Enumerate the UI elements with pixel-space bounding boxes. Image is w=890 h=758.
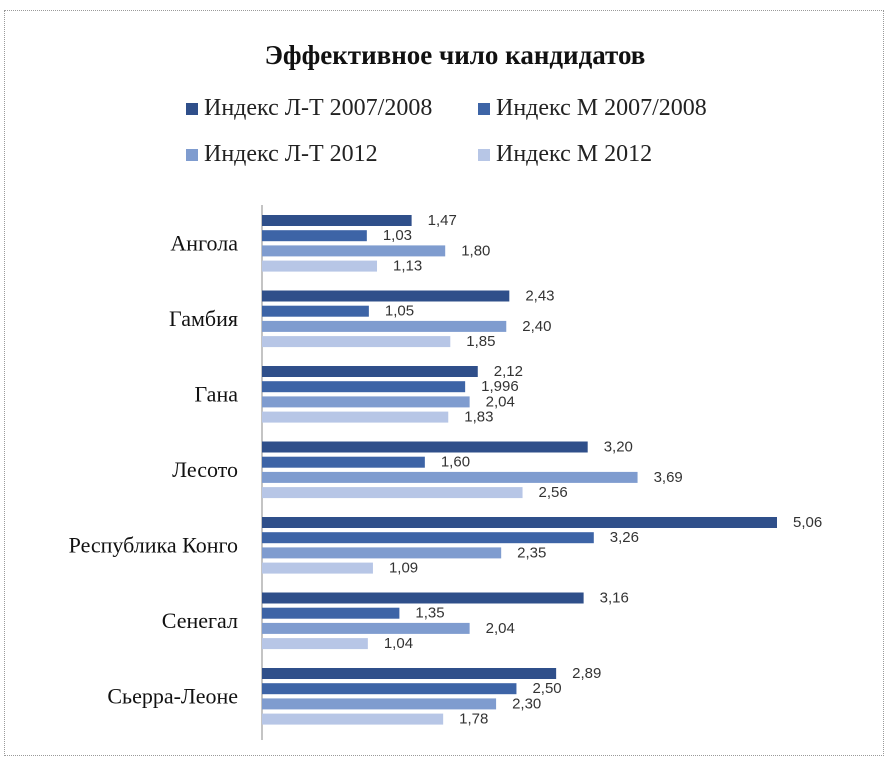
data-label: 3,20 <box>604 439 633 456</box>
data-label: 2,40 <box>522 318 551 335</box>
legend-item: Индекс М 2007/2008 <box>478 95 707 121</box>
bar <box>262 487 523 499</box>
data-label: 1,09 <box>389 560 418 577</box>
data-label: 3,26 <box>610 529 639 546</box>
data-label: 3,69 <box>654 469 683 486</box>
bar <box>262 381 466 393</box>
chart-frame <box>4 10 884 756</box>
data-label: 1,78 <box>459 711 488 728</box>
category-label: Республика Конго <box>69 532 238 557</box>
data-label: 1,85 <box>466 333 495 350</box>
category-label: Сьерра-Леоне <box>107 683 238 708</box>
legend-item: Индекс М 2012 <box>478 141 652 167</box>
legend-label: Индекс Л-Т 2007/2008 <box>204 95 432 121</box>
bar <box>262 305 369 317</box>
data-label: 2,30 <box>512 695 541 712</box>
category-label: Гана <box>195 381 239 406</box>
bar <box>262 622 470 634</box>
bar <box>262 215 412 226</box>
bar <box>262 260 378 272</box>
data-label: 5,06 <box>793 514 822 531</box>
data-label: 1,83 <box>464 409 493 426</box>
bar <box>262 683 517 695</box>
chart-title: Эффективное чило кандидатов <box>265 40 646 70</box>
bar <box>262 562 373 574</box>
bar <box>262 366 478 377</box>
data-label: 1,60 <box>441 454 470 471</box>
legend-item: Индекс Л-Т 2007/2008 <box>186 95 432 121</box>
category-label: Лесото <box>172 457 238 482</box>
bar <box>262 592 584 604</box>
data-label: 2,89 <box>572 665 601 682</box>
bar <box>262 517 777 528</box>
data-label: 1,04 <box>384 635 413 652</box>
bar <box>262 290 510 302</box>
category-label: Гамбия <box>169 306 238 331</box>
bar <box>262 547 502 559</box>
legend-item: Индекс Л-Т 2012 <box>186 141 378 167</box>
bar <box>262 336 451 348</box>
bar <box>262 638 368 650</box>
data-label: 2,50 <box>532 680 561 697</box>
legend-label: Индекс М 2012 <box>496 141 652 167</box>
legend: Индекс Л-Т 2007/2008 Индекс М 2007/2008 Ин… <box>186 95 707 167</box>
bar <box>262 532 594 544</box>
data-label: 2,12 <box>494 363 523 380</box>
legend-label: Индекс М 2007/2008 <box>496 95 707 121</box>
legend-swatch <box>186 149 198 161</box>
data-label: 2,43 <box>525 288 554 305</box>
bar <box>262 713 444 725</box>
bar <box>262 230 367 242</box>
data-label: 1,80 <box>461 242 490 259</box>
data-label: 2,56 <box>539 484 568 501</box>
data-label: 3,16 <box>600 590 629 607</box>
bar <box>262 411 449 423</box>
data-label: 1,13 <box>393 258 422 275</box>
category-label: Сенегал <box>162 608 238 633</box>
category-label: Ангола <box>170 230 238 255</box>
bar <box>262 396 470 408</box>
data-label: 2,04 <box>486 393 515 410</box>
plot-area: Ангола 1,47 1,03 1,80 1,13 Гамбия 2,43 1,05 2,40… <box>69 205 822 740</box>
bar <box>262 245 446 257</box>
data-label: 1,05 <box>385 303 414 320</box>
bar <box>262 456 425 468</box>
legend-swatch <box>478 149 490 161</box>
data-label: 1,35 <box>415 605 444 622</box>
data-label: 1,47 <box>428 212 457 229</box>
bar <box>262 698 497 710</box>
bar <box>262 607 400 619</box>
data-label: 2,04 <box>486 620 515 637</box>
legend-label: Индекс Л-Т 2012 <box>204 141 378 167</box>
data-label: 2,35 <box>517 544 546 561</box>
bar <box>262 320 507 332</box>
legend-swatch <box>478 103 490 115</box>
bar <box>262 471 638 483</box>
data-label: 1,996 <box>481 378 519 395</box>
legend-swatch <box>186 103 198 115</box>
bar <box>262 441 588 453</box>
data-label: 1,03 <box>383 227 412 244</box>
bar <box>262 668 557 679</box>
